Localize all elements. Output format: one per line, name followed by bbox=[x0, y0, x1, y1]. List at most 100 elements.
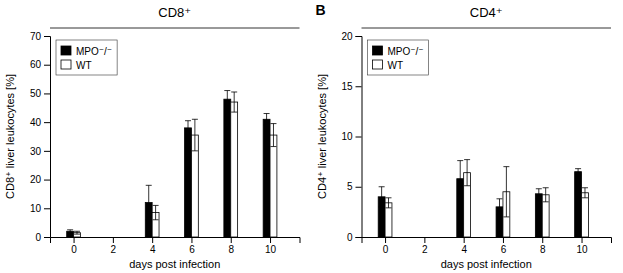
x-tick-mark bbox=[231, 237, 232, 243]
x-tick-mark bbox=[503, 237, 504, 243]
series bbox=[378, 161, 581, 237]
y-tick-mark bbox=[44, 237, 50, 238]
y-tick-label: 20 bbox=[341, 31, 353, 42]
legend-label: MPO⁻/⁻ bbox=[76, 46, 112, 57]
legend-swatch bbox=[61, 46, 71, 55]
x-tick-label: 2 bbox=[422, 244, 428, 255]
y-tick-mark bbox=[356, 237, 362, 238]
x-tick: 6 bbox=[501, 237, 507, 255]
error-bar bbox=[74, 231, 80, 234]
error-bar bbox=[386, 198, 392, 208]
y-tick-mark bbox=[44, 65, 50, 66]
y-tick-label: 60 bbox=[30, 59, 42, 70]
legend-item: MPO⁻/⁻ bbox=[61, 46, 112, 57]
x-tick: 4 bbox=[461, 237, 467, 255]
series bbox=[74, 92, 277, 237]
error-bar bbox=[497, 199, 503, 215]
x-axis-title: days post infection bbox=[129, 258, 220, 270]
bar bbox=[535, 194, 542, 237]
x-axis: 0246810 bbox=[51, 237, 301, 255]
title-rule bbox=[362, 28, 612, 29]
x-tick-mark bbox=[542, 237, 543, 243]
legend: MPO⁻/⁻WT bbox=[368, 40, 429, 75]
y-tick: 50 bbox=[30, 88, 50, 99]
bar bbox=[224, 99, 231, 237]
x-tick-mark bbox=[582, 237, 583, 243]
legend-label: WT bbox=[76, 60, 92, 71]
y-axis-line bbox=[44, 37, 51, 238]
x-tick-mark bbox=[74, 237, 75, 243]
y-tick: 5 bbox=[347, 181, 362, 192]
error-bar bbox=[264, 114, 270, 125]
y-tick: 15 bbox=[341, 81, 361, 92]
x-tick-mark bbox=[424, 237, 425, 243]
x-tick-mark bbox=[191, 237, 192, 243]
legend-swatch bbox=[373, 60, 383, 69]
y-tick-label: 20 bbox=[30, 174, 42, 185]
y-tick: 10 bbox=[341, 131, 361, 142]
y-tick-mark bbox=[356, 36, 362, 37]
error-bar bbox=[231, 92, 237, 112]
legend-frame bbox=[56, 40, 117, 75]
error-bar bbox=[67, 230, 73, 233]
x-tick: 2 bbox=[111, 237, 117, 255]
error-bar bbox=[503, 167, 509, 217]
y-tick-mark bbox=[356, 137, 362, 138]
x-axis-line bbox=[362, 238, 612, 244]
error-bar bbox=[146, 185, 152, 219]
x-tick-label: 2 bbox=[111, 244, 117, 255]
y-tick: 0 bbox=[35, 232, 50, 243]
y-tick-label: 5 bbox=[347, 181, 353, 192]
error-bar bbox=[379, 187, 385, 207]
y-tick: 60 bbox=[30, 59, 50, 70]
x-tick-label: 10 bbox=[265, 244, 277, 255]
y-tick-mark bbox=[44, 180, 50, 181]
y-axis: 0 5 10 15 20 bbox=[341, 31, 362, 243]
error-bar bbox=[185, 121, 191, 135]
bar bbox=[582, 193, 589, 237]
y-tick: 20 bbox=[341, 31, 361, 42]
x-tick: 0 bbox=[71, 237, 77, 255]
x-tick-label: 6 bbox=[189, 244, 195, 255]
legend-swatch bbox=[61, 60, 71, 69]
series bbox=[67, 91, 270, 237]
x-tick-label: 0 bbox=[383, 244, 389, 255]
legend-label: MPO⁻/⁻ bbox=[388, 46, 424, 57]
y-tick-mark bbox=[44, 208, 50, 209]
y-tick-label: 15 bbox=[341, 81, 353, 92]
legend-item: WT bbox=[61, 60, 92, 71]
marks bbox=[67, 91, 277, 237]
bar bbox=[575, 172, 582, 237]
y-tick-label: 10 bbox=[30, 203, 42, 214]
error-bar bbox=[543, 188, 549, 202]
error-bar bbox=[536, 189, 542, 199]
title: CD4⁺ bbox=[470, 5, 503, 20]
y-tick: 0 bbox=[347, 232, 362, 243]
y-tick-label: 0 bbox=[347, 232, 353, 243]
x-tick: 2 bbox=[422, 237, 428, 255]
y-axis-line bbox=[356, 37, 363, 238]
y-tick-mark bbox=[356, 86, 362, 87]
x-tick: 0 bbox=[383, 237, 389, 255]
x-tick: 10 bbox=[265, 237, 277, 255]
title-rule bbox=[50, 28, 300, 29]
legend-swatch bbox=[373, 46, 383, 55]
y-tick-mark bbox=[44, 93, 50, 94]
bar bbox=[263, 119, 270, 237]
error-bar bbox=[464, 160, 470, 186]
x-tick-mark bbox=[113, 237, 114, 243]
x-tick-mark bbox=[385, 237, 386, 243]
x-tick: 10 bbox=[576, 237, 588, 255]
title: CD8⁺ bbox=[158, 5, 191, 20]
x-tick-mark bbox=[152, 237, 153, 243]
chart-canvas: 0246810010203040506070MPO⁻/⁻WTCD8⁺days p… bbox=[0, 0, 623, 273]
x-axis: 0246810 bbox=[362, 237, 612, 255]
legend-item: MPO⁻/⁻ bbox=[373, 46, 424, 57]
legend: MPO⁻/⁻ WT bbox=[56, 40, 117, 75]
bar bbox=[270, 135, 277, 237]
y-axis: 010203040506070 bbox=[30, 31, 51, 243]
error-bar bbox=[457, 161, 463, 197]
plot-area: 024681005101520MPO⁻/⁻WT bbox=[341, 31, 611, 255]
bar bbox=[185, 128, 192, 237]
y-tick-label: 70 bbox=[30, 31, 42, 42]
